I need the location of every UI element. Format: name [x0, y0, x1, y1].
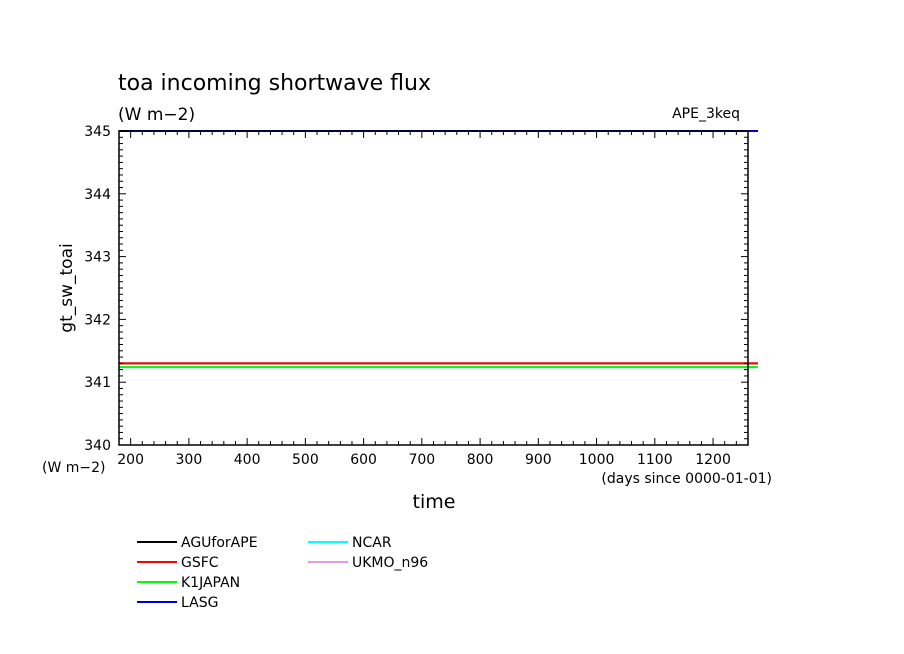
legend-label-ukmo_n96: UKMO_n96	[352, 555, 428, 571]
x-tick-label: 900	[525, 452, 552, 468]
legend-label-aguforape: AGUforAPE	[181, 535, 258, 551]
chart-subtitle: (W m−2)	[118, 105, 195, 125]
x-axis-unit: (days since 0000-01-01)	[601, 471, 772, 487]
chart-title: toa incoming shortwave flux	[118, 71, 431, 96]
legend-label-gsfc: GSFC	[181, 555, 219, 571]
x-tick-label: 1000	[579, 452, 615, 468]
x-tick-label: 500	[292, 452, 319, 468]
y-tick-label: 341	[84, 375, 111, 391]
x-axis-label: time	[413, 491, 456, 513]
x-tick-label: 400	[234, 452, 261, 468]
x-tick-label: 200	[117, 452, 144, 468]
legend-label-k1japan: K1JAPAN	[181, 575, 240, 591]
axes-layer: 200 300 400 500 600 700 800 900 1000 1100 1200 340 3…	[84, 124, 749, 468]
legend-label-lasg: LASG	[181, 595, 218, 611]
x-tick-label: 600	[350, 452, 377, 468]
y-tick-label: 343	[84, 250, 111, 266]
y-axis-label: gt_sw_toai	[57, 243, 77, 332]
x-tick-label: 1100	[637, 452, 673, 468]
series-layer	[119, 130, 758, 369]
plot-frame	[118, 130, 749, 446]
y-tick-label: 345	[84, 124, 111, 140]
x-tick-label: 700	[408, 452, 435, 468]
y-tick-label: 342	[84, 312, 111, 328]
x-tick-label: 300	[176, 452, 203, 468]
legend-label-ncar: NCAR	[352, 535, 392, 551]
y-tick-label: 340	[84, 438, 111, 454]
legend: AGUforAPE GSFC K1JAPAN LASG NCAR UKMO_n96	[137, 535, 428, 611]
y-tick-label: 344	[84, 187, 111, 203]
y-axis-unit: (W m−2)	[42, 460, 106, 476]
run-label: APE_3keq	[672, 106, 740, 122]
x-tick-label: 800	[467, 452, 494, 468]
x-tick-label: 1200	[695, 452, 731, 468]
